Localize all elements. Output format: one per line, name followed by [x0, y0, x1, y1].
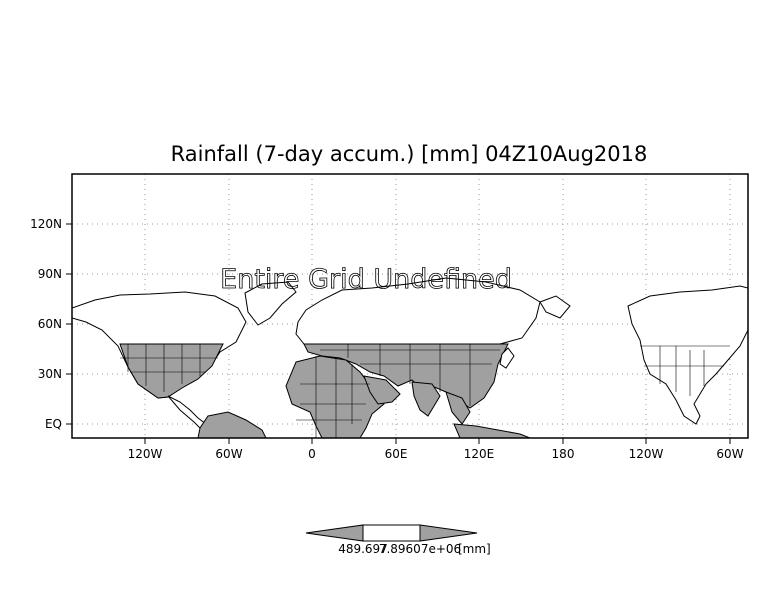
north-america-borders-east [640, 345, 730, 396]
lat-label-60n: 60N [38, 317, 62, 331]
colorbar-swatch [362, 524, 421, 542]
lon-label-60w: 60W [215, 447, 242, 461]
arabia-shaded [363, 375, 401, 405]
country-borders [120, 344, 500, 438]
lon-label-120w: 120W [128, 447, 163, 461]
indonesia-shaded [453, 423, 531, 438]
colorbar: 489.697 7.89607e+06 [mm] [305, 524, 491, 556]
greenland [244, 281, 297, 326]
colorbar-unit: [mm] [458, 542, 491, 556]
undefined-grid-message: Entire Grid Undefined [220, 264, 512, 295]
lon-label-120e: 120E [464, 447, 495, 461]
lon-label-180: 180 [552, 447, 575, 461]
lat-label-30n: 30N [38, 367, 62, 381]
lat-label-120n: 120N [30, 217, 62, 231]
lon-label-60w-east: 60W [716, 447, 743, 461]
japan [499, 347, 515, 369]
latitude-axis: 120N 90N 60N 30N EQ [30, 217, 72, 431]
lon-label-0: 0 [308, 447, 316, 461]
kamchatka [539, 295, 571, 319]
lat-label-90n: 90N [38, 267, 62, 281]
colorbar-min-label: 489.697 [338, 542, 388, 556]
map-border [71, 173, 749, 439]
africa-shaded [285, 355, 385, 438]
india-shaded [411, 381, 441, 417]
map-frame [71, 173, 749, 439]
north-america-landmass-east [627, 285, 748, 425]
lon-label-60e: 60E [385, 447, 408, 461]
lon-label-120w-east: 120W [629, 447, 664, 461]
colorbar-max-label: 7.89607e+06 [379, 542, 461, 556]
southeast-asia-shaded [445, 391, 471, 425]
south-america-shaded [197, 411, 267, 438]
colorbar-high-arrow [419, 524, 478, 542]
map-title: Rainfall (7-day accum.) [mm] 04Z10Aug201… [171, 142, 648, 166]
coastlines [72, 277, 748, 438]
lat-label-eq: EQ [45, 417, 62, 431]
longitude-axis: 120W 60W 0 60E 120E 180 120W 60W [128, 438, 744, 461]
colorbar-low-arrow [305, 524, 364, 542]
